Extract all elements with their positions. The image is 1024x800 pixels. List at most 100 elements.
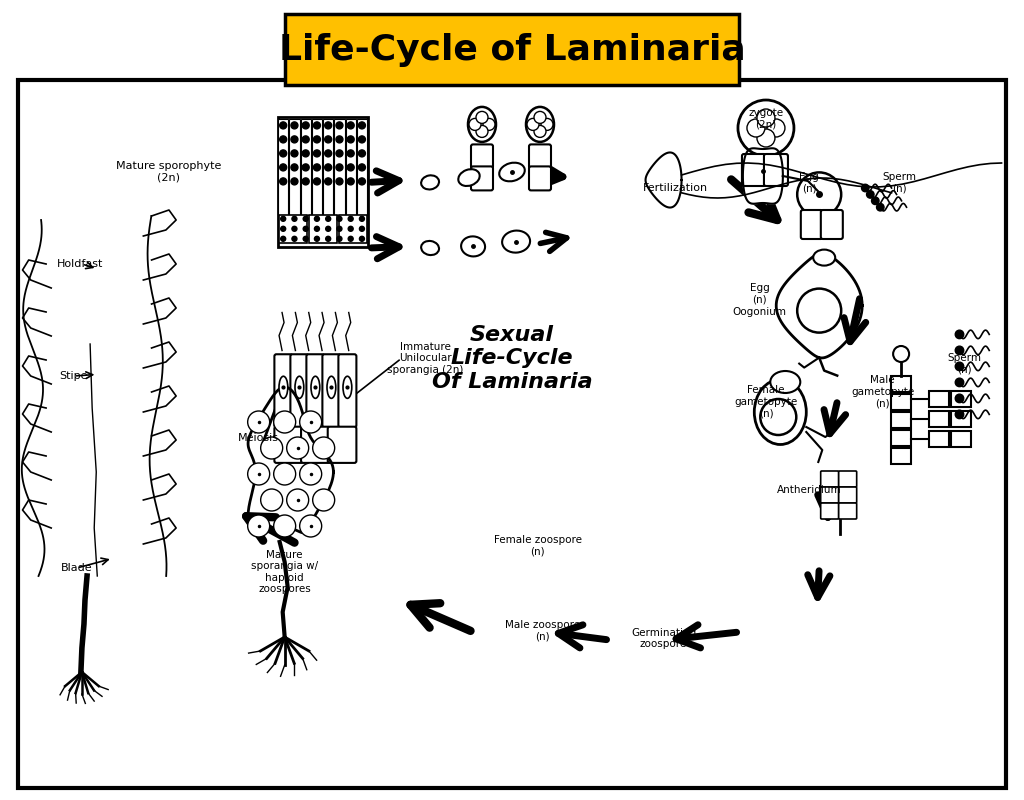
Ellipse shape [311, 376, 319, 398]
Bar [891, 412, 911, 428]
Circle shape [302, 136, 309, 143]
Circle shape [798, 172, 841, 217]
Circle shape [302, 122, 309, 129]
Circle shape [287, 437, 308, 459]
FancyBboxPatch shape [820, 487, 839, 503]
Text: Stipe: Stipe [59, 371, 88, 381]
Circle shape [358, 136, 366, 143]
Circle shape [347, 150, 354, 157]
Circle shape [313, 164, 321, 171]
Circle shape [336, 136, 343, 143]
FancyBboxPatch shape [471, 166, 493, 190]
Ellipse shape [279, 376, 288, 398]
Circle shape [261, 489, 283, 511]
Circle shape [273, 463, 296, 485]
Bar [345, 119, 355, 215]
Circle shape [955, 394, 964, 402]
Circle shape [291, 178, 298, 185]
Circle shape [469, 118, 481, 130]
Ellipse shape [502, 230, 530, 253]
FancyBboxPatch shape [306, 354, 325, 427]
Circle shape [348, 226, 353, 231]
FancyBboxPatch shape [471, 144, 493, 168]
Ellipse shape [421, 175, 439, 190]
Text: Sperm
(n): Sperm (n) [882, 172, 916, 193]
Circle shape [871, 197, 879, 205]
Circle shape [291, 150, 298, 157]
Circle shape [248, 515, 269, 537]
Circle shape [877, 203, 884, 211]
Ellipse shape [327, 376, 336, 398]
Circle shape [313, 136, 321, 143]
Circle shape [281, 236, 286, 242]
Bar [891, 394, 911, 410]
Text: zygote
(2n): zygote (2n) [749, 108, 783, 129]
Text: Sexual
Life-Cycle
Of Laminaria: Sexual Life-Cycle Of Laminaria [432, 326, 592, 392]
FancyBboxPatch shape [764, 154, 787, 186]
Circle shape [292, 236, 297, 242]
FancyBboxPatch shape [301, 426, 330, 463]
Circle shape [347, 122, 354, 129]
Bar [301, 119, 311, 215]
Ellipse shape [421, 241, 439, 255]
Circle shape [303, 216, 308, 222]
Bar [891, 448, 911, 464]
Circle shape [347, 164, 354, 171]
Bar [285, 14, 739, 85]
Circle shape [300, 411, 322, 433]
FancyBboxPatch shape [839, 487, 857, 503]
Polygon shape [22, 216, 167, 576]
Bar [929, 431, 949, 447]
Circle shape [348, 236, 353, 242]
Text: Meiosis: Meiosis [238, 434, 279, 443]
Circle shape [302, 164, 309, 171]
Circle shape [861, 184, 869, 192]
Text: Holdfast: Holdfast [56, 259, 103, 269]
Circle shape [336, 164, 343, 171]
Circle shape [280, 150, 287, 157]
Circle shape [280, 136, 287, 143]
FancyBboxPatch shape [801, 210, 823, 239]
Circle shape [336, 150, 343, 157]
Circle shape [314, 236, 319, 242]
Circle shape [326, 216, 331, 222]
Text: Antheridium: Antheridium [776, 486, 842, 495]
Bar [951, 391, 971, 407]
FancyBboxPatch shape [323, 354, 340, 427]
Circle shape [483, 118, 495, 130]
Circle shape [312, 489, 335, 511]
Circle shape [303, 236, 308, 242]
Bar [951, 431, 971, 447]
Circle shape [336, 178, 343, 185]
Circle shape [798, 289, 841, 333]
Bar [891, 430, 911, 446]
Bar [308, 215, 337, 243]
Circle shape [248, 463, 269, 485]
Circle shape [541, 118, 553, 130]
FancyBboxPatch shape [529, 166, 551, 190]
Ellipse shape [526, 107, 554, 142]
Polygon shape [248, 387, 334, 533]
Bar [279, 215, 306, 243]
Bar [891, 376, 911, 392]
Text: Male
gametopyte
(n): Male gametopyte (n) [851, 375, 914, 409]
Circle shape [358, 178, 366, 185]
FancyBboxPatch shape [529, 144, 551, 168]
Circle shape [358, 164, 366, 171]
Ellipse shape [461, 236, 485, 257]
Circle shape [314, 226, 319, 231]
Circle shape [292, 226, 297, 231]
Bar [929, 411, 949, 427]
Bar [278, 118, 368, 247]
Text: Developing sporophyte
(2n): Developing sporophyte (2n) [392, 56, 513, 77]
Ellipse shape [459, 169, 479, 186]
Circle shape [337, 216, 342, 222]
Circle shape [287, 489, 308, 511]
FancyBboxPatch shape [820, 503, 839, 519]
Circle shape [273, 411, 296, 433]
Circle shape [303, 226, 308, 231]
Circle shape [291, 136, 298, 143]
Circle shape [527, 118, 539, 130]
Bar [279, 119, 289, 215]
Bar [323, 119, 333, 215]
